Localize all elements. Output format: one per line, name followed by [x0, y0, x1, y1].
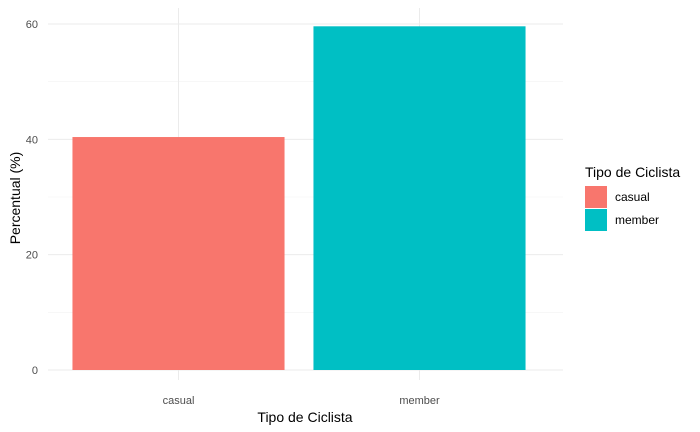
y-tick-label: 60	[26, 19, 38, 31]
y-tick-label: 40	[26, 134, 38, 146]
bar-casual	[72, 137, 285, 370]
x-tick-label: casual	[163, 395, 195, 407]
x-axis-ticks: casual member	[163, 395, 440, 407]
y-tick-label: 20	[26, 250, 38, 262]
legend-swatch-casual	[585, 186, 607, 208]
legend-title: Tipo de Ciclista	[585, 164, 680, 180]
x-tick-label: member	[399, 395, 440, 407]
x-axis-title: Tipo de Ciclista	[257, 409, 352, 425]
legend-swatch-member	[585, 209, 607, 231]
bar-member	[313, 26, 526, 370]
y-axis-ticks: 0 20 40 60	[26, 19, 38, 377]
legend-label-member: member	[615, 213, 659, 227]
y-tick-label: 0	[32, 365, 38, 377]
y-axis-title: Percentual (%)	[7, 152, 23, 245]
bars	[72, 26, 526, 370]
legend-label-casual: casual	[615, 190, 650, 204]
legend: Tipo de Ciclista casual member	[585, 164, 680, 231]
